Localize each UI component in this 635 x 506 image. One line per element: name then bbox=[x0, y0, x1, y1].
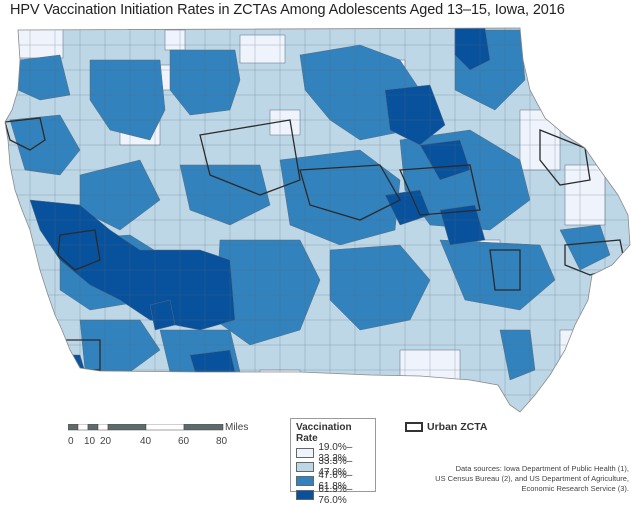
sources-line: US Census Bureau (2), and US Department … bbox=[435, 474, 629, 483]
legend-swatch bbox=[296, 476, 315, 486]
legend-item: 47.6%–61.8% bbox=[296, 470, 375, 492]
legend-item: 61.9%–76.0% bbox=[296, 484, 375, 506]
legend-label: 33.3%–47.0% bbox=[318, 456, 353, 478]
legend-item: 19.0%–33.2% bbox=[296, 442, 375, 464]
scale-unit: Miles bbox=[225, 422, 249, 433]
scale-tick: 20 bbox=[100, 436, 112, 447]
scale-bar bbox=[68, 424, 224, 431]
sources-line: Economic Research Service (3). bbox=[521, 484, 629, 493]
urban-zcta-label: Urban ZCTA bbox=[427, 421, 488, 433]
scale-tick: 80 bbox=[216, 436, 228, 447]
urban-zcta-legend: Urban ZCTA bbox=[405, 421, 487, 433]
legend-label: 19.0%–33.2% bbox=[318, 442, 353, 464]
map-title: HPV Vaccination Initiation Rates in ZCTA… bbox=[10, 2, 565, 18]
iowa-choropleth-map bbox=[4, 27, 631, 413]
scale-tick: 40 bbox=[140, 436, 152, 447]
legend-item: 33.3%–47.0% bbox=[296, 456, 375, 478]
legend: Vaccination Rate 19.0%–33.2% 33.3%–47.0%… bbox=[290, 418, 376, 506]
legend-label: 47.6%–61.8% bbox=[318, 470, 353, 492]
legend-title: Vaccination Rate bbox=[296, 422, 352, 444]
legend-swatch bbox=[296, 448, 315, 458]
scale-tick: 10 bbox=[84, 436, 96, 447]
legend-label: 61.9%–76.0% bbox=[318, 484, 353, 506]
legend-swatch bbox=[296, 462, 315, 472]
scale-tick: 0 bbox=[68, 436, 74, 447]
sources-line: Data sources: Iowa Department of Public … bbox=[455, 464, 629, 473]
data-sources: Data sources: Iowa Department of Public … bbox=[435, 464, 629, 494]
scale-tick: 60 bbox=[178, 436, 190, 447]
urban-zcta-swatch bbox=[405, 422, 423, 432]
legend-swatch bbox=[296, 490, 315, 500]
